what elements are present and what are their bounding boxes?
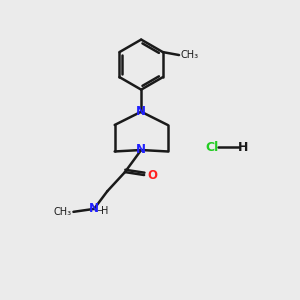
Text: ─: ─ xyxy=(98,206,102,214)
Text: N: N xyxy=(89,202,99,215)
Text: N: N xyxy=(136,105,146,118)
Text: N: N xyxy=(136,143,146,157)
Text: H: H xyxy=(238,141,248,154)
Text: CH₃: CH₃ xyxy=(181,50,199,60)
Text: CH₃: CH₃ xyxy=(54,207,72,217)
Text: Cl: Cl xyxy=(205,141,218,154)
Text: O: O xyxy=(147,169,157,182)
Text: H: H xyxy=(100,206,108,216)
